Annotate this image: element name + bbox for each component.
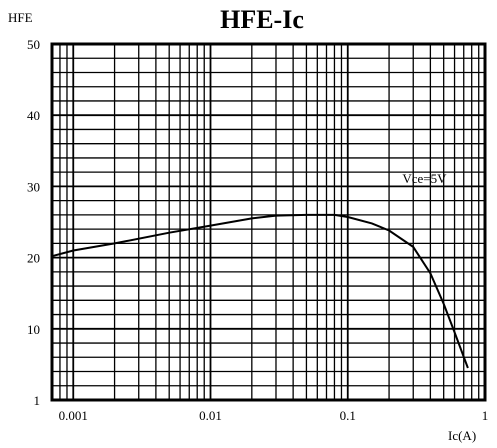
x-tick-label: 0.001 [59,408,88,423]
y-tick-label: 40 [27,108,40,123]
y-tick-label: 10 [27,322,40,337]
y-axis-label: HFE [8,10,33,25]
grid-lines [52,44,485,400]
y-tick-label: 30 [27,179,40,194]
vce-annotation: Vce=5V [402,171,447,186]
x-tick-labels: 0.001 0.01 0.1 1 [59,408,489,423]
plot-area-frame [50,42,487,402]
y-tick-labels: 1 10 20 30 40 50 [27,37,40,408]
y-tick-label: 20 [27,251,40,266]
x-tick-label: 0.01 [199,408,222,423]
y-tick-label: 50 [27,37,40,52]
x-tick-label: 1 [482,408,489,423]
x-axis-label: Ic(A) [448,428,476,443]
y-tick-label: 1 [34,393,41,408]
x-tick-label: 0.1 [340,408,356,423]
chart-title: HFE-Ic [220,5,304,34]
hfe-curve-line [51,213,469,369]
